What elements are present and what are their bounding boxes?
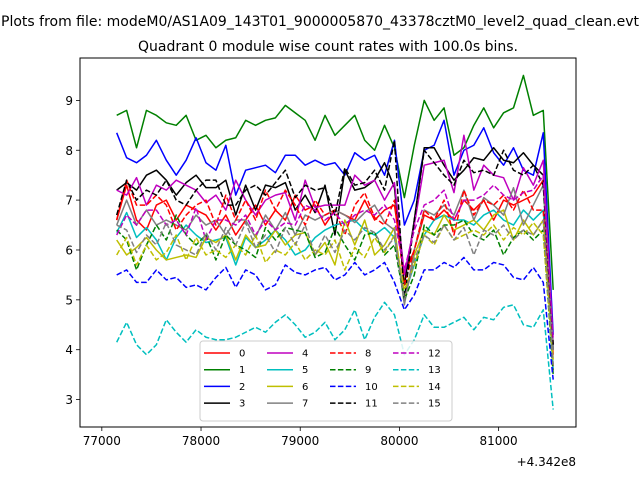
legend-label-11: 11 <box>365 399 378 410</box>
series-line-4 <box>116 134 554 345</box>
legend-box <box>199 340 453 422</box>
y-tick-label: 7 <box>65 194 73 208</box>
series-line-12 <box>116 174 554 340</box>
series-lines <box>115 74 554 410</box>
x-axis: 77000 78000 79000 80000 81000 <box>83 427 518 448</box>
legend-label-1: 1 <box>239 365 245 376</box>
figure-suptitle: Plots from file: modeM0/AS1A09_143T01_90… <box>1 14 639 30</box>
y-axis: 3 4 5 6 7 8 9 <box>65 94 80 407</box>
legend-label-5: 5 <box>302 365 308 376</box>
series-line-11 <box>115 139 554 345</box>
y-tick-label: 3 <box>65 393 73 407</box>
chart-title: Quadrant 0 module wise count rates with … <box>138 39 518 55</box>
legend-label-8: 8 <box>365 349 371 360</box>
x-tick-label: 78000 <box>182 434 220 448</box>
series-line-2 <box>116 119 554 335</box>
x-tick-label: 77000 <box>83 434 121 448</box>
legend-label-14: 14 <box>428 382 441 393</box>
series-line-6 <box>116 209 554 360</box>
legend-label-9: 9 <box>365 365 371 376</box>
legend-label-7: 7 <box>302 399 308 410</box>
legend-label-13: 13 <box>428 365 441 376</box>
series-line-15 <box>116 219 554 365</box>
legend-label-4: 4 <box>302 349 308 360</box>
series-line-8 <box>115 179 554 370</box>
series-line-10 <box>116 256 554 380</box>
series-line-3 <box>116 147 554 350</box>
legend-label-12: 12 <box>428 349 441 360</box>
y-tick-label: 5 <box>65 293 73 307</box>
series-line-1 <box>116 74 554 290</box>
y-tick-label: 6 <box>65 243 73 257</box>
axes-frame <box>79 57 577 428</box>
legend-label-2: 2 <box>239 382 245 393</box>
y-tick-label: 9 <box>65 94 73 108</box>
legend-label-3: 3 <box>239 399 245 410</box>
legend-label-15: 15 <box>428 399 441 410</box>
x-tick-label: 79000 <box>281 434 319 448</box>
y-tick-label: 4 <box>65 343 73 357</box>
legend-label-0: 0 <box>239 349 245 360</box>
x-tick-label: 80000 <box>380 434 418 448</box>
y-tick-label: 8 <box>65 144 73 158</box>
series-line-5 <box>116 209 554 370</box>
legend-label-10: 10 <box>365 382 378 393</box>
legend-label-6: 6 <box>302 382 308 393</box>
x-tick-label: 81000 <box>480 434 518 448</box>
series-line-14 <box>116 221 554 365</box>
series-line-13 <box>116 301 554 410</box>
x-offset-label: +4.342e8 <box>517 455 576 469</box>
